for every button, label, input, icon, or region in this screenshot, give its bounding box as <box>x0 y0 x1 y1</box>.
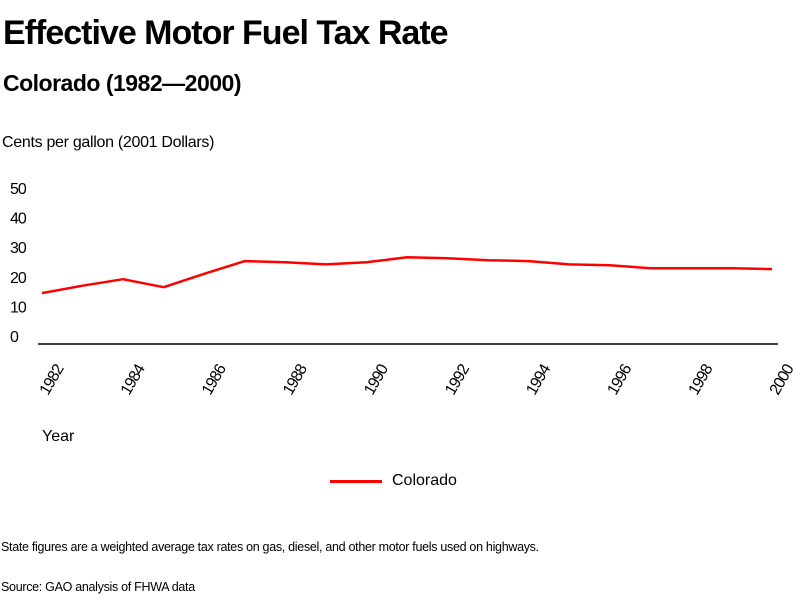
x-tick-label: 1992 <box>442 361 473 398</box>
x-axis-ticks: 1982 1984 1986 1988 1990 1992 1994 1996 1998 2000 <box>37 361 798 398</box>
x-tick-label: 1990 <box>361 361 392 398</box>
legend-label-colorado: Colorado <box>392 472 457 489</box>
series-line-colorado <box>41 256 773 295</box>
y-tick-label: 30 <box>10 240 27 257</box>
y-tick-label: 0 <box>10 329 19 346</box>
x-tick-label: 1994 <box>523 361 554 398</box>
chart-title: Effective Motor Fuel Tax Rate <box>3 14 449 52</box>
y-axis-ticks: 0 10 20 30 40 50 <box>10 181 28 346</box>
y-axis-label: Cents per gallon (2001 Dollars) <box>2 134 215 151</box>
x-axis-label: Year <box>42 428 75 445</box>
y-tick-label: 50 <box>10 181 27 198</box>
x-tick-label: 1996 <box>605 361 636 398</box>
x-tick-label: 1986 <box>199 361 230 398</box>
x-tick-label: 1988 <box>280 361 311 398</box>
legend: Colorado <box>330 472 457 490</box>
footnote: State figures are a weighted average tax… <box>1 540 539 554</box>
x-tick-label: 2000 <box>767 361 798 398</box>
x-tick-label: 1984 <box>118 361 149 398</box>
y-tick-label: 10 <box>10 299 27 316</box>
source-note: Source: GAO analysis of FHWA data <box>1 580 195 594</box>
chart-subtitle: Colorado (1982—2000) <box>3 70 241 96</box>
x-tick-label: 1998 <box>686 361 717 398</box>
y-tick-label: 40 <box>10 211 27 228</box>
legend-swatch-colorado <box>330 479 382 483</box>
series-lines <box>41 256 773 295</box>
x-tick-label: 1982 <box>37 361 68 398</box>
y-tick-label: 20 <box>10 270 27 287</box>
